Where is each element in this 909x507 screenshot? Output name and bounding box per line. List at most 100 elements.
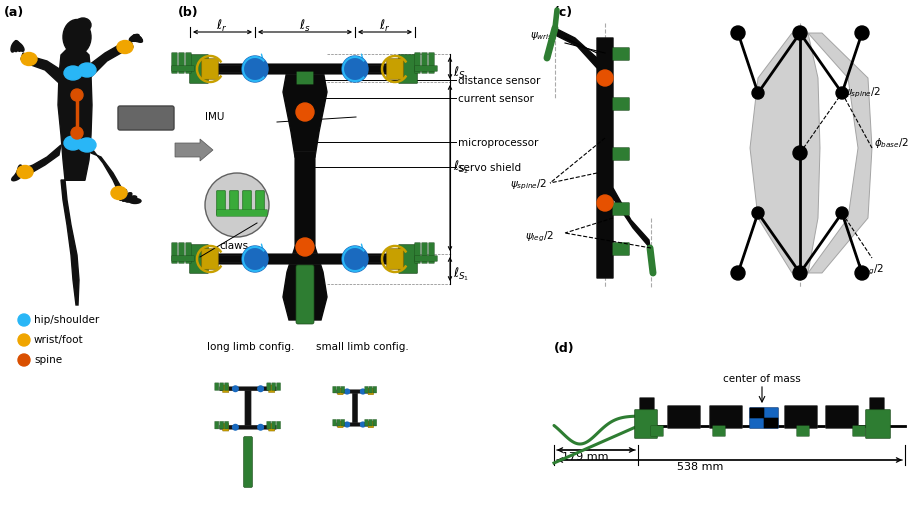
FancyBboxPatch shape xyxy=(399,245,417,273)
FancyBboxPatch shape xyxy=(338,388,343,395)
FancyBboxPatch shape xyxy=(640,397,654,412)
Text: current sensor: current sensor xyxy=(458,94,534,104)
FancyBboxPatch shape xyxy=(220,383,224,390)
Text: $\ell_{S_1}$: $\ell_{S_1}$ xyxy=(453,265,469,282)
FancyBboxPatch shape xyxy=(366,66,397,73)
Circle shape xyxy=(18,314,30,326)
Circle shape xyxy=(258,386,264,391)
FancyBboxPatch shape xyxy=(202,64,404,75)
FancyBboxPatch shape xyxy=(333,386,336,393)
Circle shape xyxy=(71,127,83,139)
Text: distance sensor: distance sensor xyxy=(458,76,540,86)
FancyBboxPatch shape xyxy=(245,388,251,427)
Polygon shape xyxy=(18,145,61,177)
FancyBboxPatch shape xyxy=(386,249,404,269)
FancyBboxPatch shape xyxy=(369,386,373,393)
Circle shape xyxy=(597,195,613,211)
FancyBboxPatch shape xyxy=(185,243,191,263)
Circle shape xyxy=(752,87,764,99)
Text: (a): (a) xyxy=(4,6,25,19)
FancyBboxPatch shape xyxy=(341,419,345,426)
Text: $\ell_r$: $\ell_r$ xyxy=(379,18,391,34)
Polygon shape xyxy=(613,188,650,248)
Text: $\ell_{S_2}$: $\ell_{S_2}$ xyxy=(453,158,469,175)
FancyBboxPatch shape xyxy=(422,243,427,263)
FancyBboxPatch shape xyxy=(613,148,629,160)
FancyBboxPatch shape xyxy=(415,256,437,261)
FancyBboxPatch shape xyxy=(373,386,376,393)
Polygon shape xyxy=(555,28,597,68)
Text: IMU: IMU xyxy=(205,112,225,122)
Circle shape xyxy=(342,246,368,272)
FancyBboxPatch shape xyxy=(172,53,177,74)
Circle shape xyxy=(731,266,745,280)
FancyBboxPatch shape xyxy=(870,397,884,412)
Text: $\ell_r$: $\ell_r$ xyxy=(216,18,227,34)
Ellipse shape xyxy=(64,136,82,150)
Text: $\phi_{leg}/2$: $\phi_{leg}/2$ xyxy=(855,263,884,277)
FancyBboxPatch shape xyxy=(255,191,265,215)
Text: (d): (d) xyxy=(554,342,574,355)
Circle shape xyxy=(233,424,238,430)
Circle shape xyxy=(361,422,365,427)
Ellipse shape xyxy=(16,42,24,51)
Polygon shape xyxy=(61,180,85,305)
Text: claws: claws xyxy=(219,241,248,251)
FancyBboxPatch shape xyxy=(207,66,255,73)
FancyBboxPatch shape xyxy=(338,421,343,428)
Text: long limb config.: long limb config. xyxy=(207,342,295,352)
Text: center of mass: center of mass xyxy=(724,374,801,384)
Polygon shape xyxy=(750,33,820,273)
FancyBboxPatch shape xyxy=(202,254,404,264)
FancyBboxPatch shape xyxy=(368,388,374,395)
Circle shape xyxy=(205,173,269,237)
FancyBboxPatch shape xyxy=(366,256,397,262)
Circle shape xyxy=(242,246,268,272)
FancyBboxPatch shape xyxy=(179,243,185,263)
Ellipse shape xyxy=(122,193,132,201)
Circle shape xyxy=(258,424,264,430)
FancyBboxPatch shape xyxy=(333,419,336,426)
FancyBboxPatch shape xyxy=(190,55,208,83)
FancyBboxPatch shape xyxy=(223,385,229,392)
FancyBboxPatch shape xyxy=(223,423,229,431)
Circle shape xyxy=(793,266,807,280)
Ellipse shape xyxy=(15,41,21,51)
FancyBboxPatch shape xyxy=(415,53,420,74)
FancyBboxPatch shape xyxy=(266,421,271,429)
Polygon shape xyxy=(21,53,61,83)
FancyBboxPatch shape xyxy=(613,243,629,256)
Ellipse shape xyxy=(129,199,141,203)
Ellipse shape xyxy=(111,187,127,199)
Ellipse shape xyxy=(12,173,23,181)
Ellipse shape xyxy=(14,170,23,180)
FancyBboxPatch shape xyxy=(202,59,218,79)
Circle shape xyxy=(71,89,83,101)
Ellipse shape xyxy=(14,41,18,52)
FancyBboxPatch shape xyxy=(764,418,778,428)
Text: $\phi_{base}/2$: $\phi_{base}/2$ xyxy=(874,136,909,150)
Circle shape xyxy=(233,386,238,391)
Text: $\psi_{wrist}$: $\psi_{wrist}$ xyxy=(530,30,556,42)
Ellipse shape xyxy=(78,63,96,77)
Ellipse shape xyxy=(131,36,142,42)
FancyBboxPatch shape xyxy=(172,256,195,261)
Circle shape xyxy=(345,422,349,427)
FancyBboxPatch shape xyxy=(369,419,373,426)
FancyBboxPatch shape xyxy=(276,383,281,390)
FancyBboxPatch shape xyxy=(825,406,858,428)
FancyBboxPatch shape xyxy=(172,243,177,263)
Ellipse shape xyxy=(11,42,17,52)
Text: $\psi_{leg}/2$: $\psi_{leg}/2$ xyxy=(525,230,554,244)
FancyBboxPatch shape xyxy=(272,421,275,429)
FancyBboxPatch shape xyxy=(853,426,865,437)
FancyBboxPatch shape xyxy=(296,265,314,324)
Ellipse shape xyxy=(21,53,37,65)
FancyBboxPatch shape xyxy=(415,66,437,71)
Ellipse shape xyxy=(17,165,23,177)
FancyBboxPatch shape xyxy=(613,203,629,215)
Polygon shape xyxy=(89,41,133,77)
Ellipse shape xyxy=(117,41,133,54)
Text: $\psi_{spine}/2$: $\psi_{spine}/2$ xyxy=(510,178,547,192)
FancyArrow shape xyxy=(175,139,213,161)
